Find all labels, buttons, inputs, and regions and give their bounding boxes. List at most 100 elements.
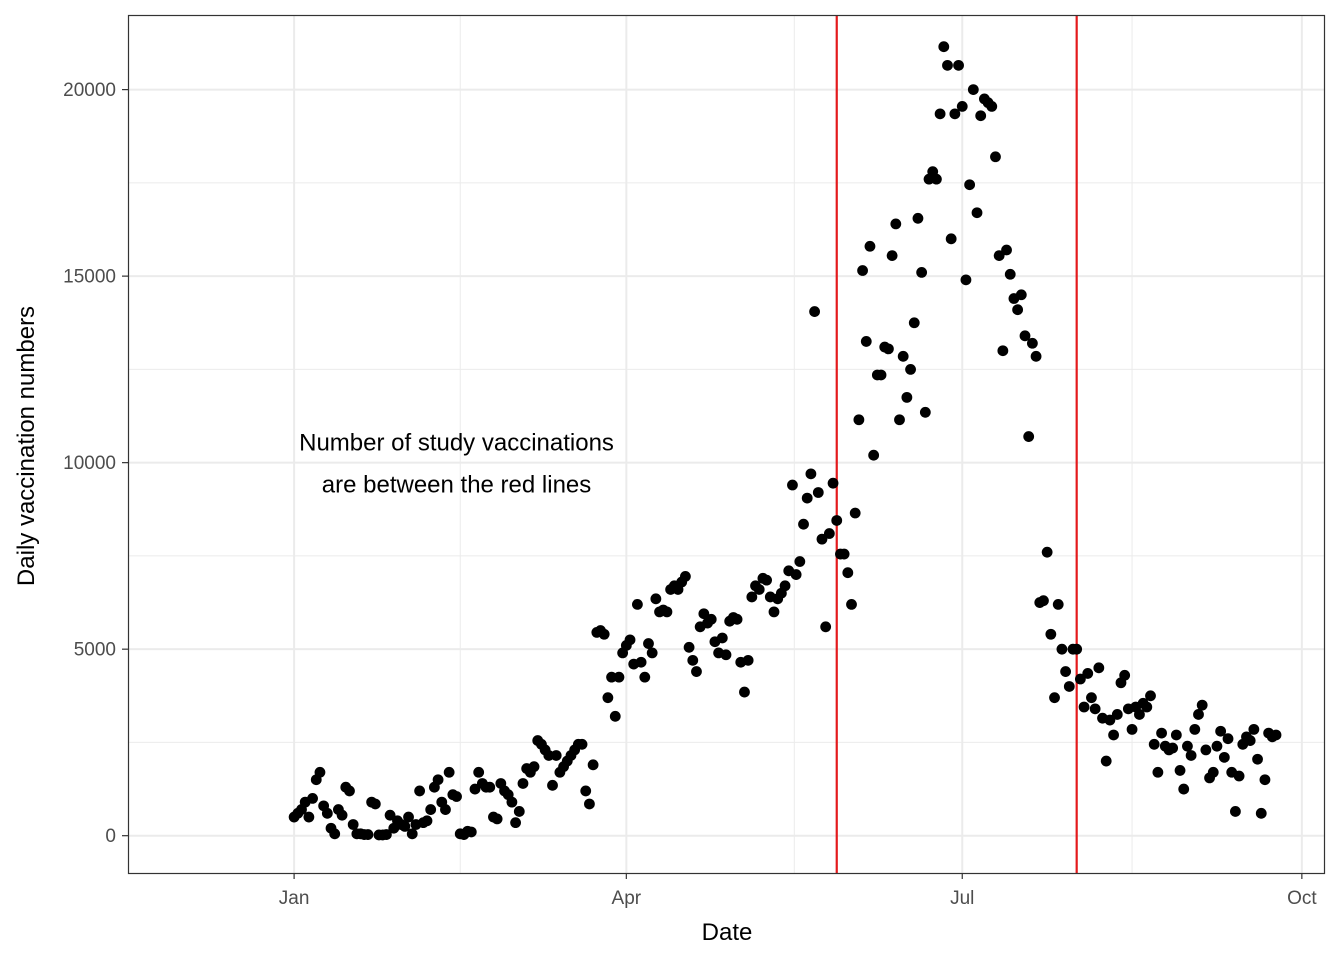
data-point	[912, 212, 924, 224]
data-point	[1093, 662, 1105, 674]
data-point	[823, 528, 835, 539]
data-point	[646, 647, 658, 659]
data-point	[587, 759, 599, 771]
reference-lines	[835, 15, 1078, 873]
data-point	[1015, 289, 1027, 301]
data-point	[790, 569, 802, 580]
data-point	[997, 345, 1009, 357]
data-point	[934, 108, 946, 120]
data-point	[801, 492, 813, 504]
data-point	[761, 574, 773, 586]
data-point	[362, 829, 374, 840]
y-tick-label: 15000	[63, 267, 116, 288]
data-point	[576, 738, 588, 750]
data-point	[1078, 701, 1090, 713]
data-point	[632, 599, 643, 610]
data-point	[960, 274, 972, 286]
annotation: Number of study vaccinations are between …	[299, 430, 614, 499]
data-point	[465, 826, 477, 838]
data-point	[1108, 729, 1119, 741]
data-point	[901, 391, 913, 403]
data-point	[451, 791, 462, 802]
data-point	[513, 806, 525, 817]
data-point	[1248, 723, 1260, 735]
data-point	[838, 548, 850, 560]
data-point	[303, 811, 315, 823]
y-tick-label: 20000	[63, 80, 116, 101]
data-point	[639, 671, 651, 683]
data-point	[380, 829, 392, 840]
data-point	[1104, 714, 1116, 726]
data-point	[1255, 807, 1267, 819]
data-point	[1182, 740, 1193, 752]
data-point	[739, 686, 750, 698]
data-point	[1193, 709, 1204, 720]
data-point	[1252, 753, 1263, 765]
data-point	[1049, 692, 1060, 704]
x-tick-label: Oct	[1287, 888, 1317, 909]
data-point	[875, 369, 887, 381]
data-point	[1056, 643, 1068, 655]
data-point	[321, 807, 333, 819]
y-tick-label: 0	[105, 826, 116, 847]
data-point	[945, 233, 957, 245]
data-point	[399, 820, 411, 832]
data-point	[1023, 431, 1035, 442]
data-point	[938, 41, 950, 53]
data-point	[650, 593, 662, 605]
annotation-line: are between the red lines	[322, 472, 592, 499]
data-point	[1134, 709, 1145, 720]
data-point	[1270, 729, 1282, 741]
data-point	[369, 798, 381, 810]
data-point	[916, 267, 928, 278]
data-point	[1215, 725, 1227, 737]
data-point	[971, 207, 983, 219]
data-point	[975, 110, 987, 122]
data-point	[1082, 668, 1094, 679]
plot-panel-border	[127, 14, 1326, 875]
data-point	[1200, 744, 1212, 756]
data-point	[1030, 350, 1042, 362]
data-point	[1167, 742, 1179, 754]
x-tick-label: Jul	[950, 888, 974, 909]
data-point	[613, 671, 625, 683]
data-point	[347, 819, 359, 830]
data-point	[1060, 666, 1072, 677]
data-point	[414, 785, 426, 797]
data-point	[432, 774, 444, 786]
data-point	[602, 692, 614, 704]
data-point	[990, 151, 1001, 163]
data-point	[661, 606, 673, 618]
grid-major	[128, 15, 1324, 873]
data-point	[550, 750, 562, 761]
data-point	[857, 265, 868, 276]
data-point	[506, 796, 518, 808]
data-point	[931, 173, 942, 185]
data-point	[1233, 770, 1245, 782]
data-point	[1038, 595, 1049, 607]
data-point	[794, 556, 806, 567]
data-point	[543, 750, 555, 761]
data-point	[720, 649, 732, 661]
data-point	[1111, 709, 1123, 720]
data-point	[1001, 244, 1012, 256]
data-point	[864, 240, 876, 252]
data-point	[1141, 701, 1153, 713]
data-point	[609, 710, 621, 722]
data-point	[986, 100, 998, 112]
data-point	[403, 811, 414, 823]
y-tick-label: 10000	[63, 453, 116, 474]
data-point	[1045, 628, 1057, 640]
data-point	[1086, 692, 1097, 704]
data-point	[547, 779, 558, 791]
data-point	[307, 792, 318, 804]
data-point	[1071, 643, 1083, 655]
y-axis: 0 5000 10000 15000 20000	[63, 80, 128, 847]
data-point	[1152, 766, 1164, 778]
data-point	[919, 406, 931, 418]
data-point	[1012, 304, 1024, 316]
data-point	[336, 809, 348, 821]
data-point	[831, 515, 843, 526]
data-point	[1119, 669, 1131, 681]
